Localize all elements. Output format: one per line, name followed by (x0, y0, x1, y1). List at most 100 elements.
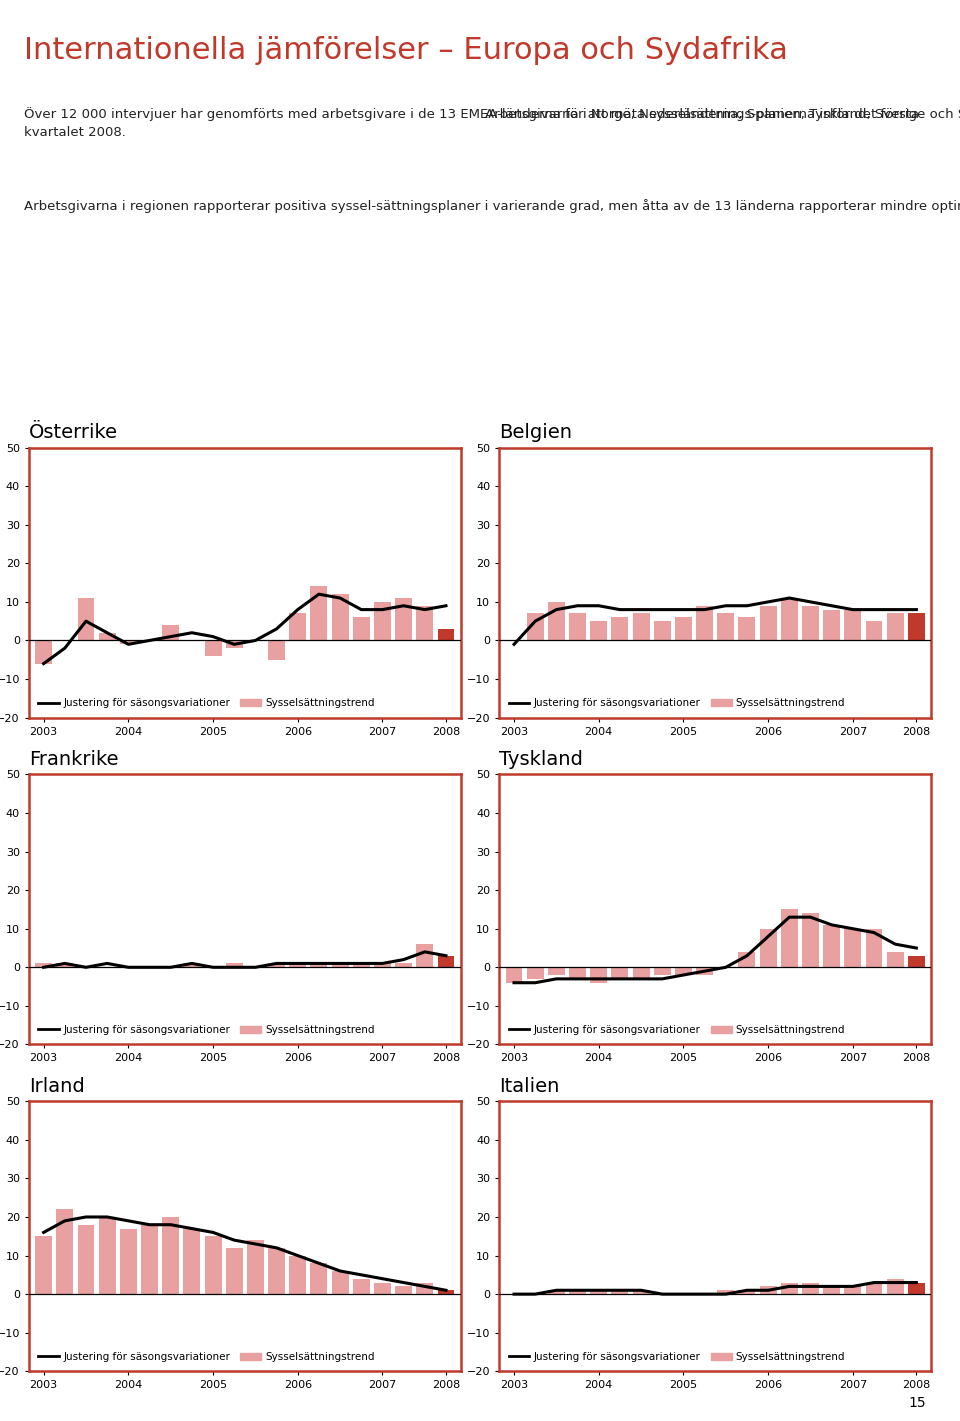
Bar (353, 617, 370, 641)
Bar (120, 641, 136, 644)
Bar (675, 968, 692, 975)
Bar (866, 929, 882, 968)
Bar (183, 963, 201, 968)
Text: Österrike: Österrike (29, 423, 118, 442)
Bar (845, 929, 861, 968)
Bar (548, 1290, 564, 1295)
Bar (738, 1290, 756, 1295)
Bar (759, 929, 777, 968)
Bar (802, 1283, 819, 1295)
Bar (590, 621, 608, 641)
Bar (36, 1236, 52, 1295)
Legend: Justering för säsongsvariationer, Sysselsättningstrend: Justering för säsongsvariationer, Syssel… (34, 1347, 379, 1366)
Bar (569, 614, 586, 641)
Bar (527, 968, 543, 979)
Bar (226, 641, 243, 648)
Bar (590, 1290, 608, 1295)
Bar (654, 968, 671, 975)
Bar (633, 1290, 650, 1295)
Bar (780, 1283, 798, 1295)
Bar (57, 1209, 73, 1295)
Bar (887, 614, 903, 641)
Bar (268, 641, 285, 659)
Bar (99, 1216, 115, 1295)
Legend: Justering för säsongsvariationer, Sysselsättningstrend: Justering för säsongsvariationer, Syssel… (504, 1020, 850, 1039)
Bar (310, 963, 327, 968)
Bar (417, 944, 433, 968)
Bar (57, 963, 73, 968)
Bar (569, 968, 586, 979)
Bar (866, 621, 882, 641)
Bar (289, 963, 306, 968)
Bar (268, 963, 285, 968)
Bar (887, 952, 903, 968)
Bar (845, 610, 861, 641)
Bar (331, 1270, 348, 1295)
Bar (417, 605, 433, 641)
Legend: Justering för säsongsvariationer, Sysselsättningstrend: Justering för säsongsvariationer, Syssel… (34, 693, 379, 712)
Bar (696, 605, 713, 641)
Legend: Justering för säsongsvariationer, Sysselsättningstrend: Justering för säsongsvariationer, Syssel… (504, 1347, 850, 1366)
Bar (527, 614, 543, 641)
Bar (612, 617, 629, 641)
Bar (675, 617, 692, 641)
Bar (780, 598, 798, 641)
Bar (353, 963, 370, 968)
Bar (823, 610, 840, 641)
Bar (374, 963, 391, 968)
Text: Arbetsgivarna i regionen rapporterar positiva syssel-sättningsplaner i varierand: Arbetsgivarna i regionen rapporterar pos… (24, 199, 960, 213)
Legend: Justering för säsongsvariationer, Sysselsättningstrend: Justering för säsongsvariationer, Syssel… (504, 693, 850, 712)
Bar (845, 1286, 861, 1295)
Text: Irland: Irland (29, 1077, 84, 1096)
Bar (612, 968, 629, 979)
Bar (141, 1225, 158, 1295)
Bar (738, 952, 756, 968)
Bar (78, 598, 94, 641)
Bar (780, 909, 798, 968)
Bar (183, 1229, 201, 1295)
Bar (823, 925, 840, 968)
Bar (36, 641, 52, 664)
Text: Tyskland: Tyskland (499, 750, 583, 769)
Text: 15: 15 (909, 1395, 926, 1410)
Bar (289, 1256, 306, 1295)
Bar (310, 1263, 327, 1295)
Bar (569, 1290, 586, 1295)
Bar (438, 630, 454, 641)
Text: Arbetsgivarna i Norge, Nederländerna, Spanien, Tyskland, Sverige och Storbritann: Arbetsgivarna i Norge, Nederländerna, Sp… (485, 107, 960, 121)
Bar (78, 1225, 94, 1295)
Bar (162, 625, 180, 641)
Bar (120, 1229, 136, 1295)
Bar (396, 963, 412, 968)
Bar (247, 1241, 264, 1295)
Bar (802, 605, 819, 641)
Bar (908, 1283, 924, 1295)
Bar (548, 603, 564, 641)
Text: Italien: Italien (499, 1077, 560, 1096)
Bar (268, 1248, 285, 1295)
Bar (887, 1279, 903, 1295)
Bar (162, 1216, 180, 1295)
Bar (908, 614, 924, 641)
Bar (331, 963, 348, 968)
Legend: Justering för säsongsvariationer, Sysselsättningstrend: Justering för säsongsvariationer, Syssel… (34, 1020, 379, 1039)
Bar (99, 632, 115, 641)
Text: Frankrike: Frankrike (29, 750, 118, 769)
Bar (226, 963, 243, 968)
Bar (759, 605, 777, 641)
Bar (506, 968, 522, 983)
Bar (759, 1286, 777, 1295)
Bar (331, 594, 348, 641)
Bar (738, 617, 756, 641)
Text: Internationella jämförelser – Europa och Sydafrika: Internationella jämförelser – Europa och… (24, 36, 788, 64)
Bar (612, 1290, 629, 1295)
Bar (353, 1279, 370, 1295)
Bar (633, 968, 650, 979)
Bar (590, 968, 608, 983)
Bar (696, 968, 713, 975)
Bar (654, 621, 671, 641)
Bar (717, 1290, 734, 1295)
Bar (36, 963, 52, 968)
Bar (289, 614, 306, 641)
Bar (633, 614, 650, 641)
